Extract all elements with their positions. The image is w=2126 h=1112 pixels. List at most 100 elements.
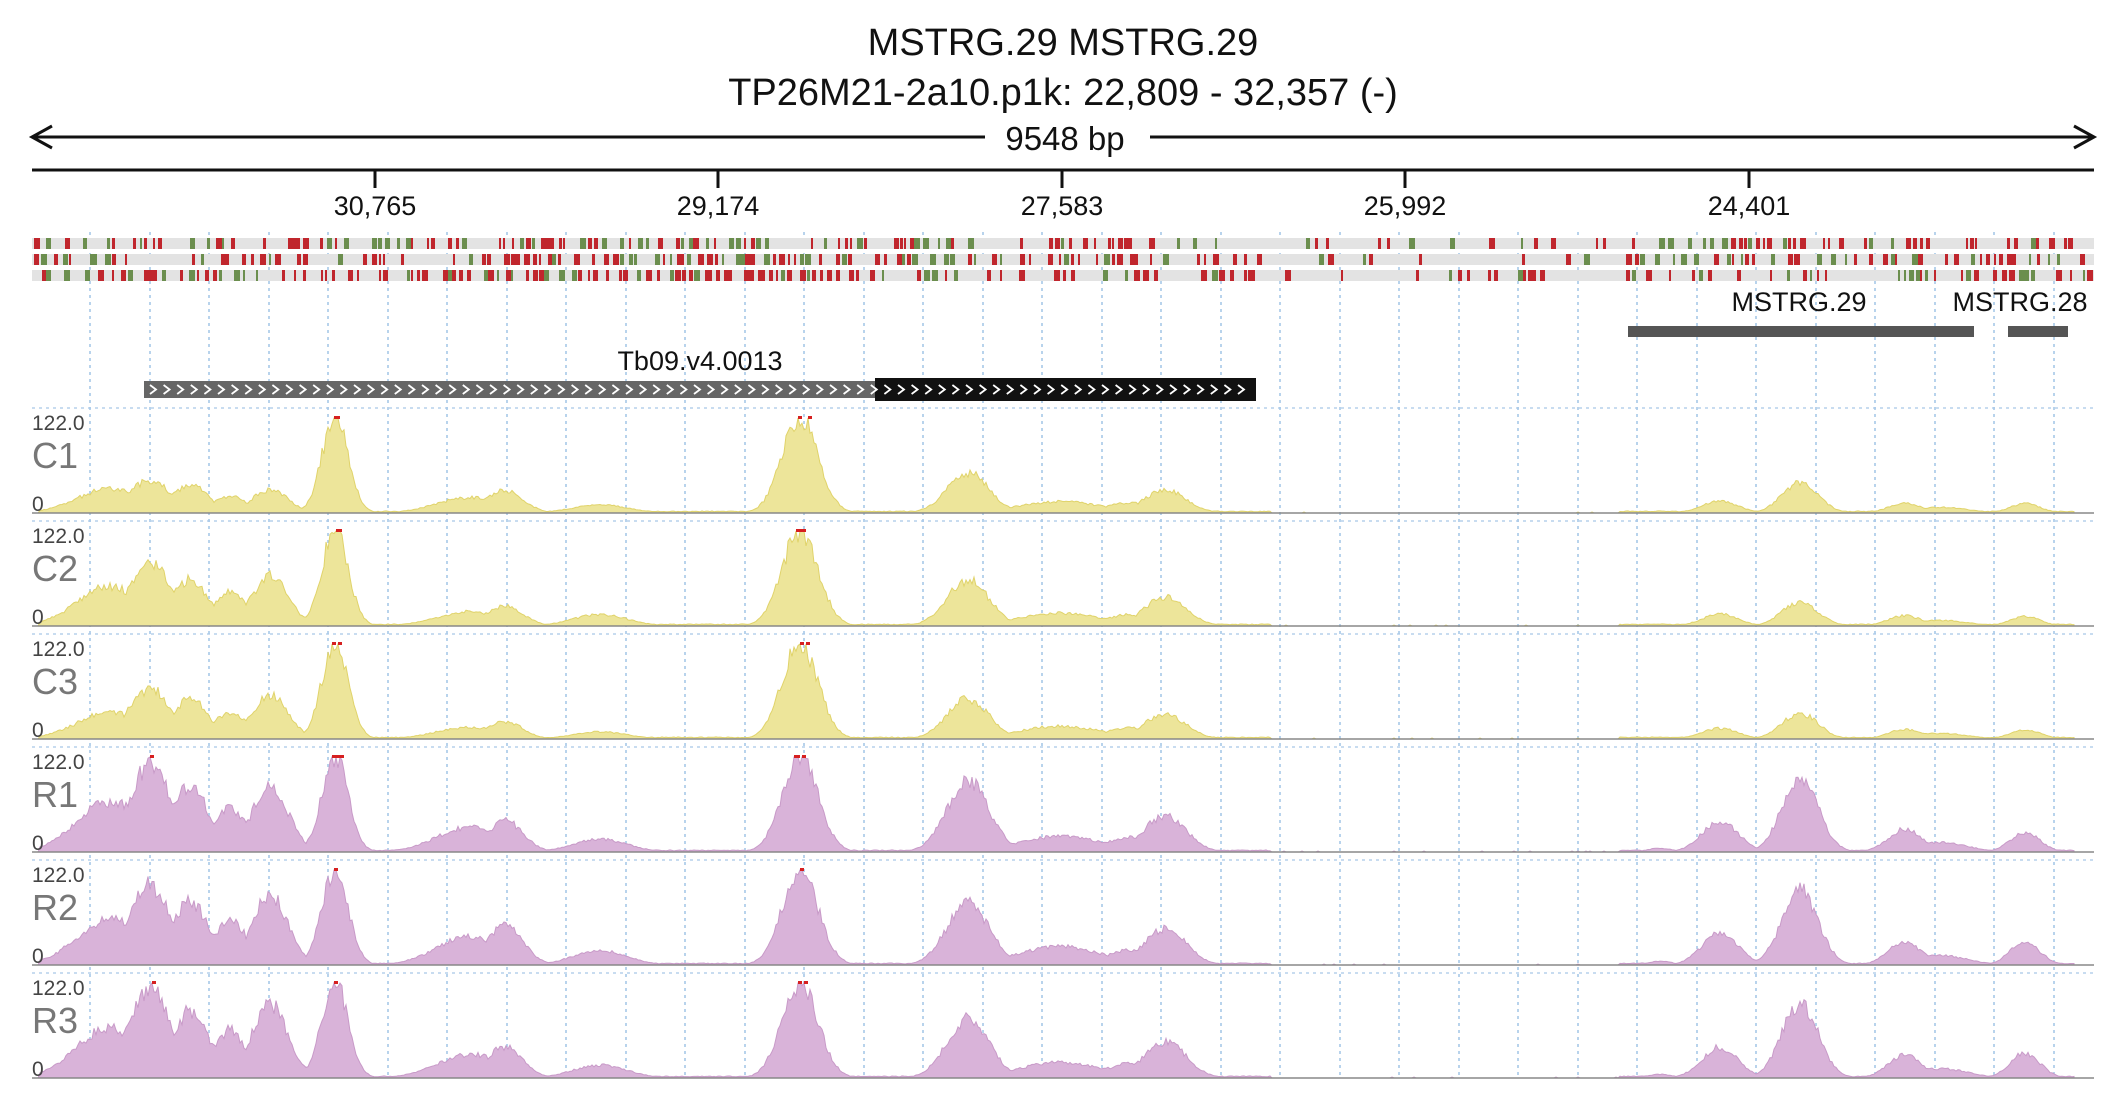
- mismatch-tick: [824, 238, 827, 249]
- strand-chevron: [815, 384, 824, 395]
- mismatch-tick: [1055, 238, 1060, 249]
- mismatch-tick: [411, 270, 413, 281]
- mismatch-tick: [1244, 254, 1247, 265]
- gene-cds-block[interactable]: [875, 378, 1256, 401]
- mismatch-tick: [2080, 254, 2085, 265]
- mismatch-tick: [930, 254, 936, 265]
- strand-chevron: [1128, 384, 1137, 395]
- coverage-track-r1[interactable]: 122.0R1 0: [32, 746, 2094, 855]
- mismatch-tick: [646, 238, 649, 249]
- mismatch-tick: [811, 238, 813, 249]
- mismatch-tick: [1488, 270, 1491, 281]
- mismatch-tick: [1756, 238, 1760, 249]
- mismatch-tick: [1752, 254, 1755, 265]
- mismatch-tick: [751, 238, 755, 249]
- mismatch-tick: [2031, 270, 2035, 281]
- mismatch-tick: [417, 270, 420, 281]
- mismatch-tick: [670, 270, 674, 281]
- transcript-mstrg29[interactable]: [1628, 326, 1974, 337]
- mismatch-tick: [1163, 254, 1169, 265]
- mismatch-tick: [180, 270, 183, 281]
- mismatch-tick: [1059, 254, 1061, 265]
- mismatch-tick: [1739, 238, 1743, 249]
- mismatch-tick: [63, 254, 68, 265]
- mismatch-tick: [506, 270, 511, 281]
- mismatch-tick: [836, 254, 840, 265]
- mismatch-tick: [1934, 270, 1936, 281]
- mismatch-tick: [1854, 254, 1857, 265]
- strand-chevron: [1237, 384, 1246, 395]
- mismatch-tick: [1000, 254, 1002, 265]
- coverage-track-c1[interactable]: 122.0C1 0: [32, 407, 2094, 516]
- mismatch-tick: [1741, 254, 1743, 265]
- mismatch-tick: [2023, 270, 2029, 281]
- mismatch-tick: [378, 238, 382, 249]
- mismatch-tick: [773, 254, 776, 265]
- saturation-marker: [334, 981, 338, 984]
- mismatch-tick: [951, 238, 954, 249]
- transcript-mstrg28[interactable]: [2008, 326, 2068, 337]
- saturation-marker: [800, 529, 806, 532]
- coverage-track-r3[interactable]: 122.0R3 0: [32, 972, 2094, 1081]
- mismatch-tick: [1825, 270, 1827, 281]
- mismatch-tick: [1054, 270, 1060, 281]
- strand-chevron: [271, 384, 280, 395]
- mismatch-tick: [303, 270, 306, 281]
- sequence-row: [32, 254, 2094, 265]
- mismatch-tick: [897, 254, 903, 265]
- mismatch-tick: [613, 254, 619, 265]
- track-max-label: 122.0: [32, 751, 85, 774]
- mismatch-tick: [1909, 270, 1914, 281]
- track-max-label: 122.0: [32, 864, 85, 887]
- gene-model[interactable]: Tb09.v4.0013: [144, 346, 1256, 401]
- mismatch-tick: [1596, 238, 1598, 249]
- mismatch-tick: [1341, 270, 1343, 281]
- mismatch-tick: [2068, 238, 2073, 249]
- mismatch-tick: [1253, 270, 1255, 281]
- mismatch-tick: [1071, 254, 1074, 265]
- mismatch-tick: [526, 270, 529, 281]
- mismatch-tick: [385, 238, 390, 249]
- ruler-tick-label: 30,765: [334, 191, 417, 221]
- mismatch-tick: [192, 254, 195, 265]
- mismatch-tick: [221, 254, 226, 265]
- strand-chevron: [870, 384, 879, 395]
- mismatch-tick: [578, 270, 582, 281]
- transcript-track[interactable]: MSTRG.29 MSTRG.28: [1628, 287, 2088, 337]
- mismatch-tick: [256, 270, 258, 281]
- mismatch-tick: [260, 254, 266, 265]
- mismatch-tick: [744, 270, 750, 281]
- coverage-track-c3[interactable]: 122.0C3 0: [32, 633, 2094, 742]
- mismatch-tick: [190, 238, 195, 249]
- mismatch-tick: [714, 238, 716, 249]
- strand-chevron: [679, 384, 688, 395]
- mismatch-tick: [682, 270, 686, 281]
- mismatch-tick: [1150, 254, 1152, 265]
- saturation-marker: [336, 529, 342, 532]
- strand-chevron: [1101, 384, 1110, 395]
- mismatch-tick: [736, 254, 740, 265]
- mismatch-tick: [64, 270, 70, 281]
- mismatch-tick: [222, 238, 224, 249]
- mismatch-tick: [1419, 254, 1422, 265]
- mismatch-tick: [693, 238, 699, 249]
- mismatch-tick: [1204, 254, 1206, 265]
- strand-chevron: [1142, 384, 1151, 395]
- mismatch-tick: [335, 238, 337, 249]
- coverage-track-r2[interactable]: 122.0R2 0: [32, 859, 2094, 968]
- mismatch-tick: [140, 238, 142, 249]
- mismatch-tick: [1063, 270, 1066, 281]
- mismatch-tick: [1748, 238, 1752, 249]
- mismatch-tick: [1891, 254, 1896, 265]
- mismatch-tick: [1828, 238, 1830, 249]
- mismatch-tick: [2007, 238, 2010, 249]
- mismatch-tick: [924, 270, 930, 281]
- mismatch-tick: [762, 270, 765, 281]
- mismatch-tick: [850, 238, 852, 249]
- coverage-track-c2[interactable]: 122.0C2 0: [32, 520, 2094, 629]
- mismatch-tick: [1096, 254, 1098, 265]
- mismatch-tick: [46, 270, 51, 281]
- mismatch-tick: [1112, 254, 1115, 265]
- mismatch-tick: [488, 270, 494, 281]
- mismatch-tick: [112, 238, 115, 249]
